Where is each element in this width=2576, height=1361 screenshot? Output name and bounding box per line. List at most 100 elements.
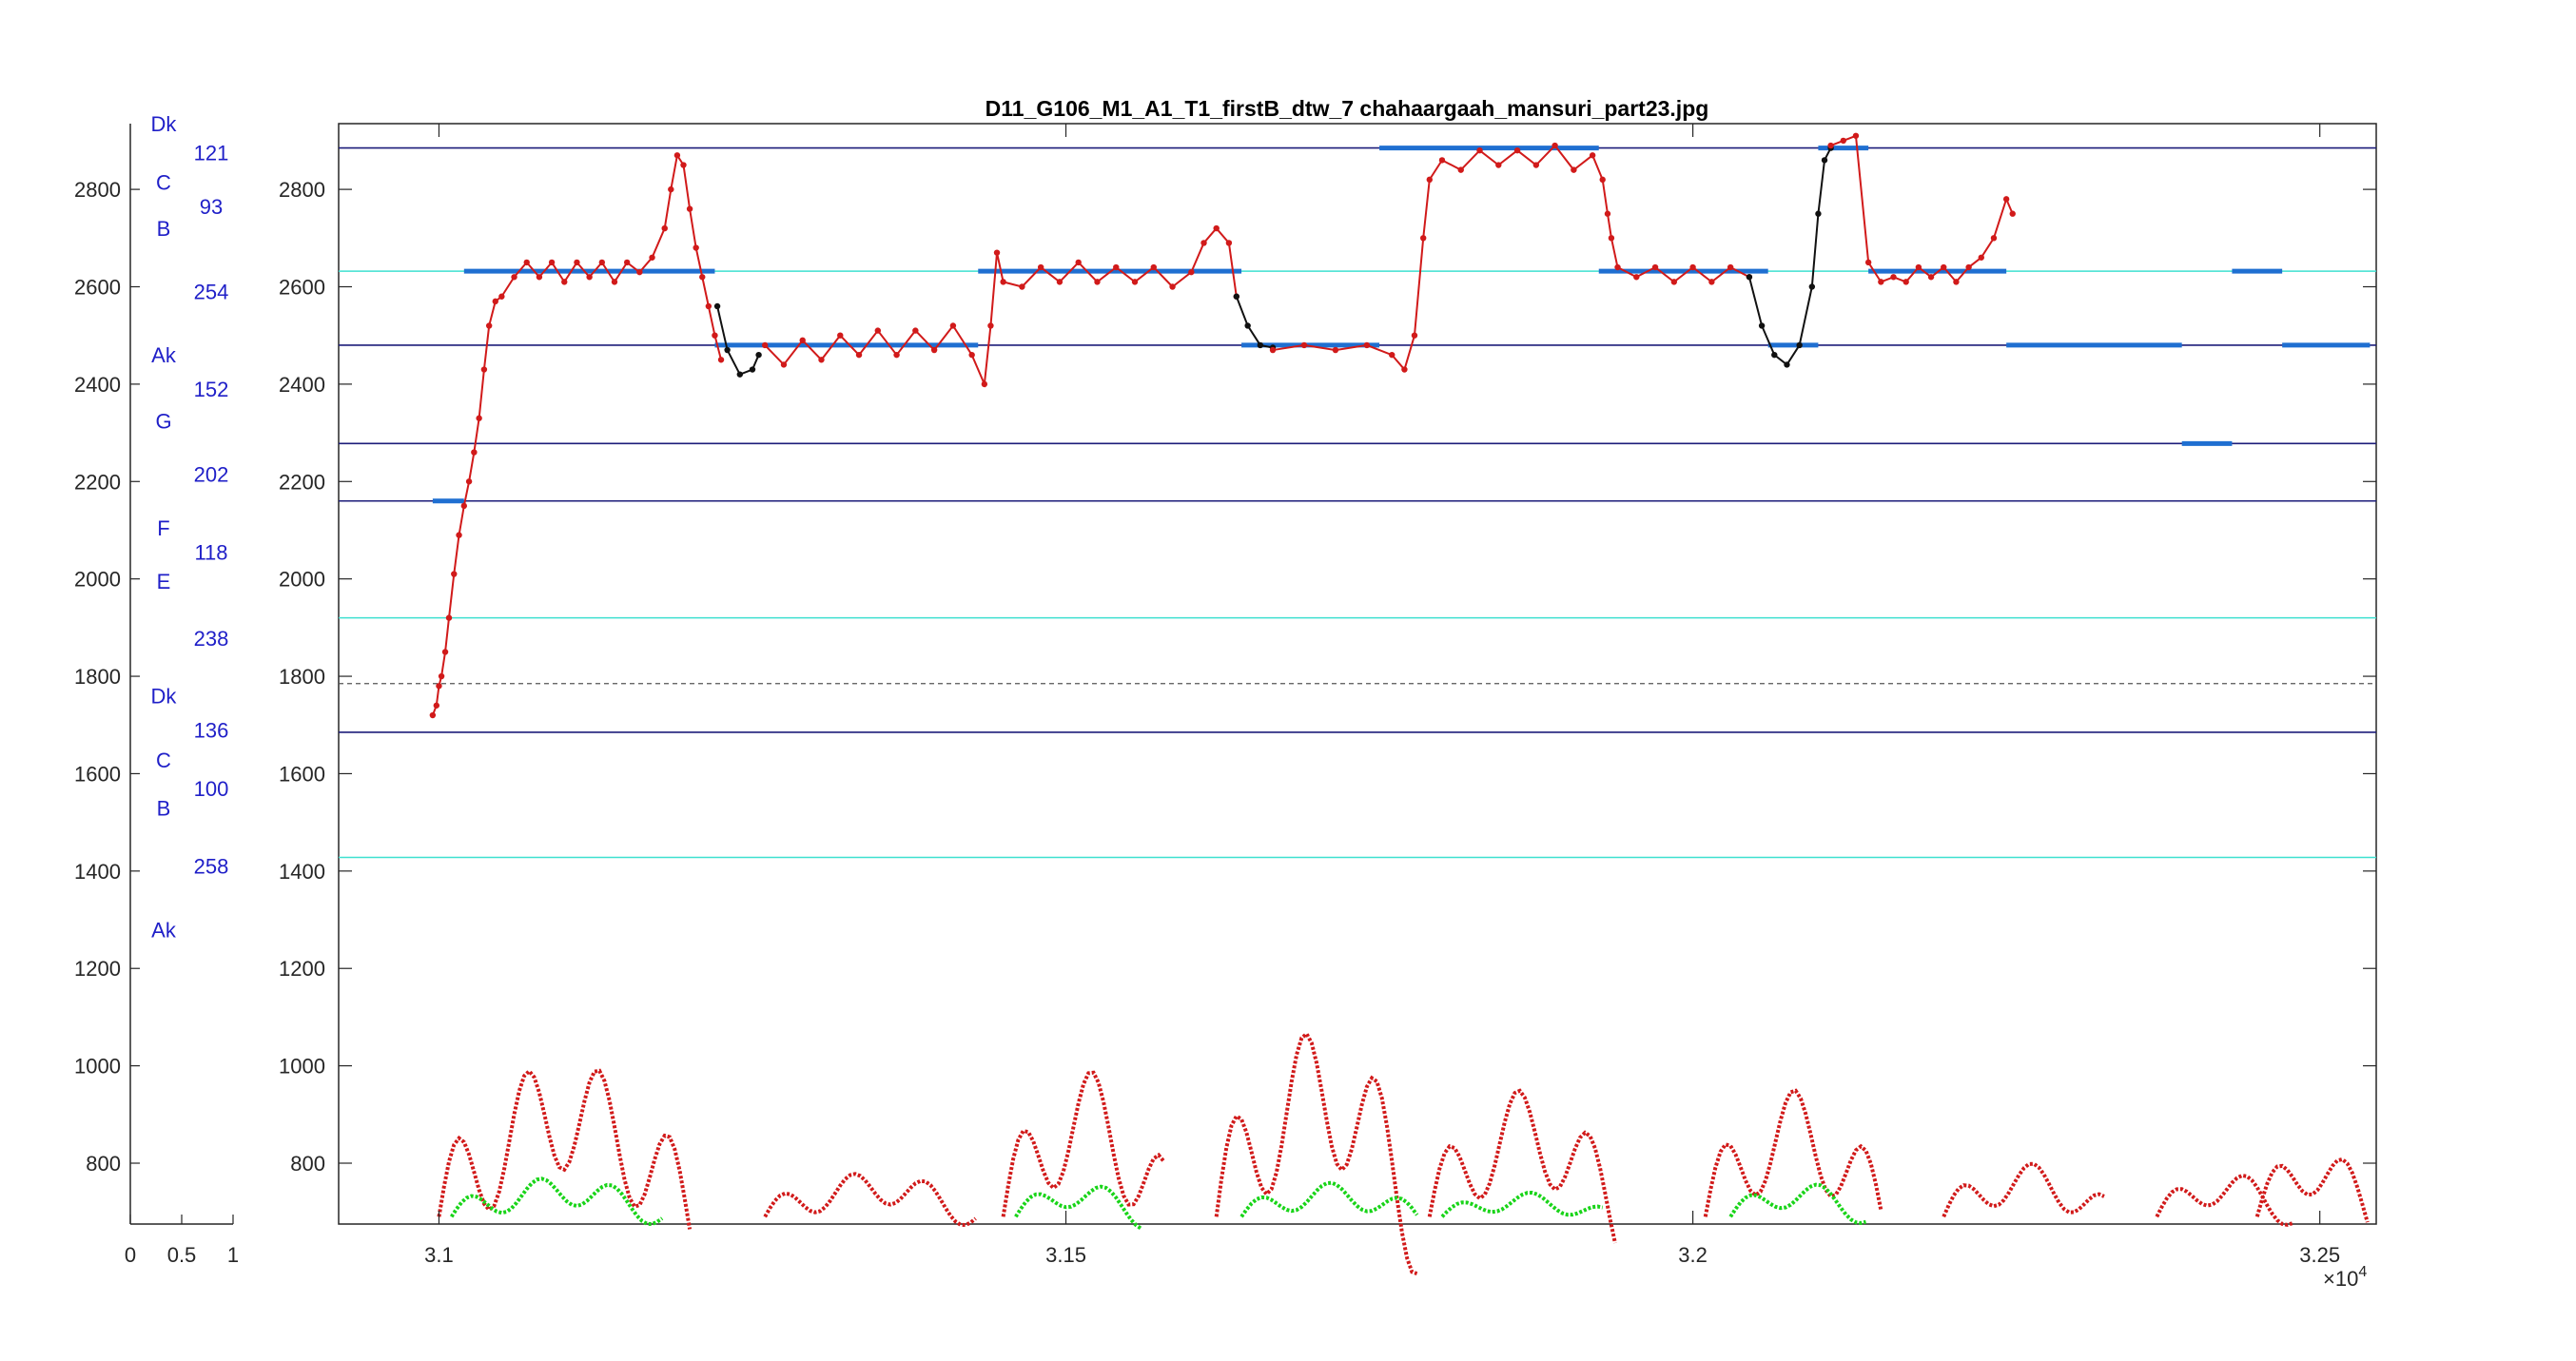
voicing-curve [449,1176,664,1227]
pitch-point [476,415,482,421]
interval-label: 254 [194,281,229,304]
pitch-point [755,351,762,359]
pitch-point [680,162,687,168]
pitch-point [818,357,825,363]
pitch-point [1840,137,1846,145]
pitch-point [1589,152,1596,159]
pitch-point [761,341,769,349]
energy-curve [1942,1161,2105,1218]
pitch-point [661,224,668,232]
pitch-point [1213,224,1220,232]
note-label: F [157,516,169,540]
pitch-point [987,322,994,329]
x-tick-label: 3.25 [2299,1243,2340,1267]
pitch-point [1608,235,1615,242]
energy-curve [763,1172,977,1227]
x-tick-label: 3.15 [1045,1243,1086,1267]
y-tick-label: 1200 [279,957,325,981]
pitch-point [1965,263,1972,271]
y-tick-label: 2000 [279,568,325,592]
pitch-point [636,268,643,276]
pitch-point [1233,293,1239,300]
y-tick-label: 2800 [279,178,325,202]
energy-curve [437,1068,693,1230]
left-y-tick-label: 2400 [74,373,121,397]
pitch-point [1363,341,1371,349]
pitch-series-4 [1272,144,1750,372]
pitch-point [1188,268,1195,276]
pitch-point [874,327,882,334]
pitch-point [498,293,505,300]
pitch-point [1915,263,1922,271]
pitch-point [780,361,788,368]
y-tick-label: 2400 [279,373,325,397]
pitch-point [1019,283,1025,290]
note-label: B [157,217,171,241]
pitch-point [749,366,756,373]
pitch-point [1941,263,1947,271]
pitch-point [949,322,957,329]
voicing-curve [1239,1180,1419,1218]
pitch-point [1401,366,1408,373]
pitch-point [705,302,712,310]
left-y-tick-label: 1800 [74,665,121,689]
pitch-point [1150,263,1158,271]
pitch-point [1784,361,1790,368]
pitch-point [574,259,580,266]
pitch-point [523,259,530,266]
pitch-point [1571,166,1577,173]
pitch-series-5 [1747,147,1832,366]
pitch-point [1758,322,1766,329]
interval-label: 118 [194,541,227,565]
pitch-point [1604,210,1611,217]
pitch-series-0 [431,152,723,716]
pitch-point [1670,279,1678,285]
pitch-point [1827,142,1834,149]
pitch-point [1037,263,1044,271]
pitch-point [1771,351,1778,359]
pitch-point [1300,341,1308,349]
note-label: C [156,749,171,772]
pitch-point [893,351,900,359]
interval-label: 202 [194,463,229,487]
pitch-point [993,249,1001,256]
pitch-point [668,185,674,193]
left-x-tick-label: 1 [227,1243,239,1267]
pitch-point [480,366,488,373]
note-label: B [157,796,171,820]
pitch-point [1927,274,1935,281]
pitch-point [1890,274,1897,281]
pitch-point [511,274,517,281]
pitch-point [441,649,449,655]
pitch-point [1878,279,1884,285]
pitch-point [855,351,863,359]
interval-label: 152 [194,378,229,401]
note-label: Dk [151,685,178,709]
pitch-point [1225,240,1233,246]
interval-label: 100 [194,777,229,801]
pitch-point [1808,283,1816,290]
pitch-point [1200,240,1207,246]
pitch-point [1727,263,1734,271]
pitch-point [1864,259,1872,266]
energy-curve [2155,1173,2293,1227]
pitch-point [1903,279,1909,285]
pitch-point [536,274,543,281]
pitch-point [981,380,988,388]
pitch-point [837,332,844,339]
note-label: Dk [151,112,178,136]
pitch-point [1169,283,1176,290]
left-x-tick-label: 0.5 [167,1243,197,1267]
note-label: Ak [151,918,177,942]
x-tick-label: 3.1 [424,1243,454,1267]
pitch-point [1476,146,1483,154]
left-y-tick-label: 2600 [74,276,121,300]
pitch-point [1852,132,1860,139]
energy-curve [1427,1088,1617,1244]
pitch-point [1000,279,1006,285]
pitch-point [456,532,462,538]
pitch-point [1551,142,1558,149]
pitch-point [465,478,473,485]
pitch-point [429,711,437,719]
